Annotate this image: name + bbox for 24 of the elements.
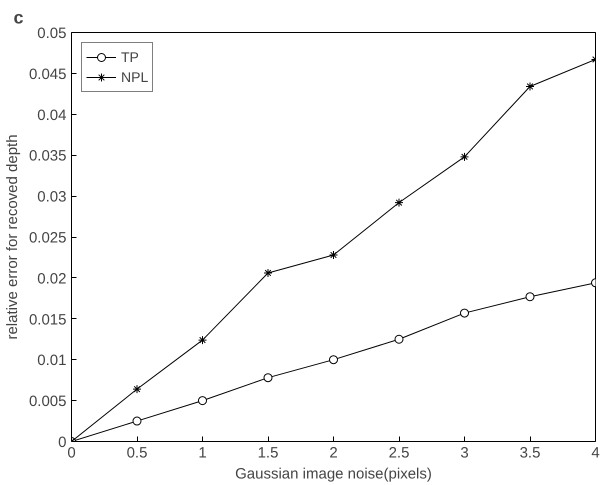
y-tick-label: 0.03 [37, 188, 67, 206]
x-axis-title: Gaussian image noise(pixels) [235, 466, 432, 482]
legend-label: NPL [121, 69, 148, 85]
x-tick-label: 0.5 [126, 444, 148, 462]
x-tick-label: 1.5 [258, 444, 278, 462]
legend-label: TP [121, 49, 140, 65]
y-tick-label: 0.015 [28, 311, 67, 328]
y-axis-title: relative error for recoved depth [4, 134, 21, 340]
x-tick-label: 3 [460, 444, 469, 462]
x-tick-label: 2.5 [388, 444, 410, 462]
chart-title: c [14, 8, 24, 28]
y-tick-label: 0 [58, 434, 66, 451]
y-tick-label: 0.05 [37, 25, 67, 42]
y-tick-label: 0.01 [37, 352, 67, 370]
y-tick-label: 0.02 [37, 270, 67, 288]
x-tick-label: 2 [329, 444, 338, 462]
y-tick-label: 0.035 [28, 148, 67, 165]
x-tick-label: 4 [591, 444, 600, 462]
y-tick-label: 0.025 [28, 230, 67, 246]
y-tick-label: 0.04 [37, 106, 67, 124]
x-tick-label: 1 [198, 444, 207, 462]
y-tick-label: 0.005 [28, 393, 67, 410]
x-tick-label: 3.5 [520, 444, 540, 462]
y-tick-label: 0.045 [28, 66, 67, 83]
